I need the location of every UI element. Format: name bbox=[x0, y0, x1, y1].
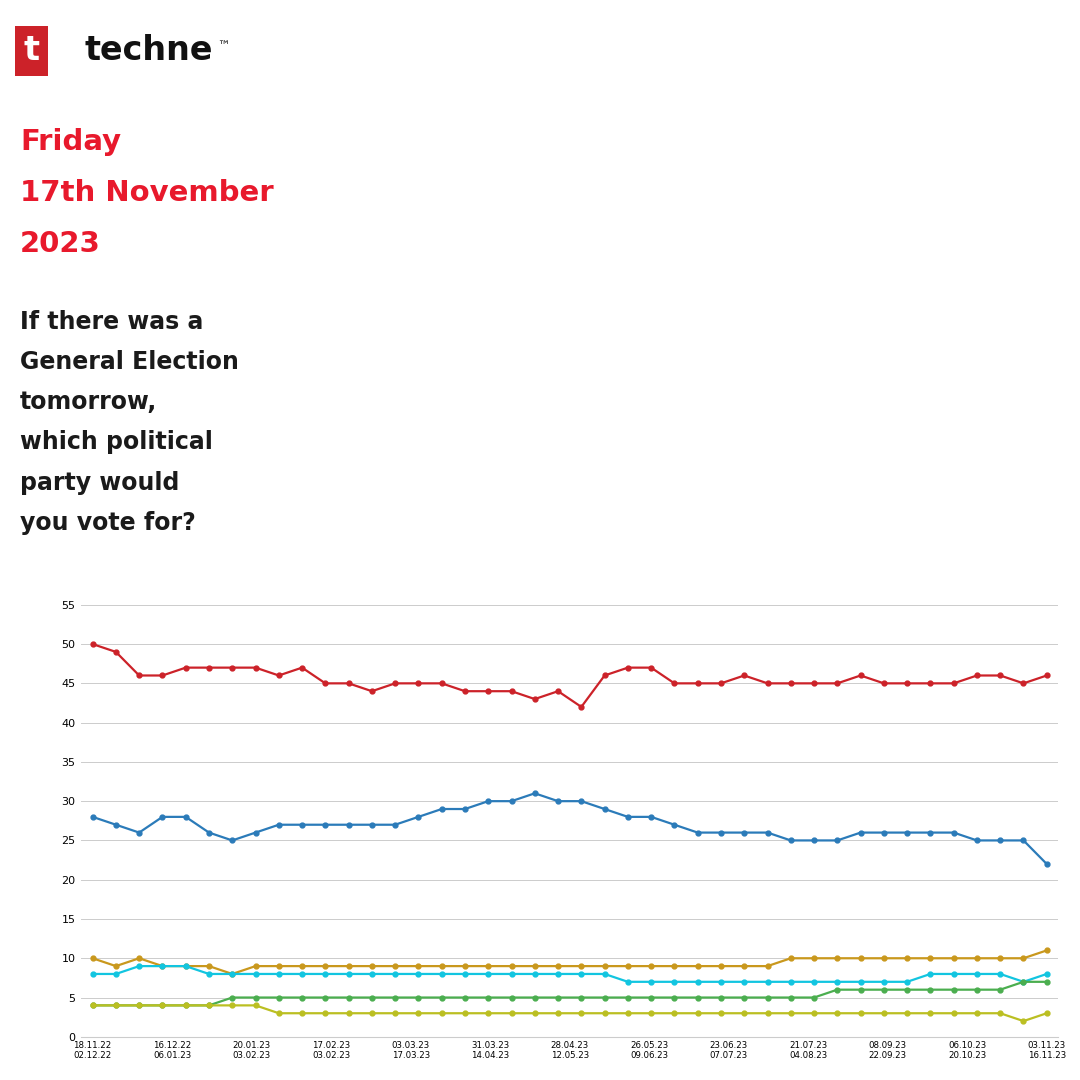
Text: techne: techne bbox=[84, 35, 213, 67]
Text: If there was a: If there was a bbox=[19, 310, 203, 334]
Text: 3%: 3% bbox=[639, 382, 734, 436]
Text: t: t bbox=[24, 35, 40, 67]
Text: General Election: General Election bbox=[19, 350, 239, 374]
Text: which political: which political bbox=[19, 431, 213, 455]
Text: Friday: Friday bbox=[19, 129, 121, 157]
Text: tomorrow,: tomorrow, bbox=[19, 390, 158, 415]
Text: 46%: 46% bbox=[620, 120, 754, 174]
Text: NO CHANGE: NO CHANGE bbox=[637, 230, 737, 245]
Text: Labour: Labour bbox=[654, 50, 719, 67]
Text: Green: Green bbox=[404, 312, 460, 329]
Text: NO CHANGE: NO CHANGE bbox=[382, 492, 482, 508]
Text: 8%: 8% bbox=[894, 382, 989, 436]
Text: Reform: Reform bbox=[907, 312, 976, 329]
Text: UP 1: UP 1 bbox=[922, 230, 961, 245]
Text: party would: party would bbox=[19, 471, 179, 495]
Text: Lib Dems: Lib Dems bbox=[899, 50, 985, 67]
Text: 22%: 22% bbox=[365, 120, 499, 174]
Text: Conservatives: Conservatives bbox=[366, 50, 498, 67]
Text: UP 1: UP 1 bbox=[922, 492, 961, 508]
Text: UP 1: UP 1 bbox=[667, 492, 706, 508]
Text: 11%: 11% bbox=[875, 120, 1009, 174]
Text: 17th November: 17th November bbox=[19, 179, 273, 207]
Text: SNP: SNP bbox=[667, 312, 706, 329]
Text: you vote for?: you vote for? bbox=[19, 511, 195, 535]
Text: 2023: 2023 bbox=[19, 230, 100, 258]
Text: ™: ™ bbox=[217, 40, 229, 53]
Text: 7%: 7% bbox=[384, 382, 480, 436]
Text: DOWN 3: DOWN 3 bbox=[397, 230, 467, 245]
Text: Other  3%: Other 3% bbox=[636, 551, 738, 568]
